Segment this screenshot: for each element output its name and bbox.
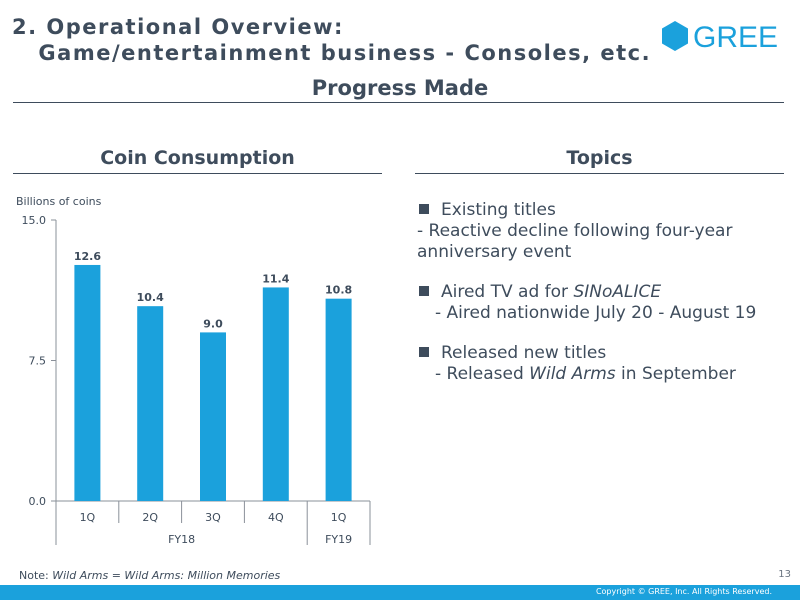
chart-unit-label: Billions of coins — [16, 195, 102, 208]
copyright-text: Copyright © GREE, Inc. All Rights Reserv… — [595, 587, 772, 596]
bar-value-label: 9.0 — [203, 317, 223, 330]
x-group-label: FY18 — [168, 533, 195, 546]
square-bullet-icon — [419, 347, 429, 357]
y-tick-label: 7.5 — [29, 355, 47, 368]
wild-arms-title: Wild Arms — [529, 364, 616, 384]
bar-value-label: 10.4 — [137, 291, 164, 304]
slide-title: 2. Operational Overview: Game/entertainm… — [12, 14, 651, 66]
topic-detail: - Reactive decline following four-year a… — [417, 221, 733, 262]
x-category-label: 1Q — [331, 511, 347, 524]
coin-consumption-chart: 0.0 7.5 15.0 12.6 1Q 10.4 2Q 9.0 3Q 11.4 4Q 10.8 1Q F… — [22, 214, 371, 546]
slide-title-line1: 2. Operational Overview: — [12, 15, 344, 39]
topic-detail-suffix: in September — [615, 364, 736, 384]
x-category-label: 3Q — [205, 511, 221, 524]
topic-title: Aired TV ad for — [441, 282, 574, 302]
sinoalice-title: SINoALICE — [573, 282, 662, 302]
square-bullet-icon — [419, 286, 429, 296]
footnote: Note: Wild Arms = Wild Arms: Million Mem… — [19, 569, 280, 582]
topic-released-new-titles: Released new titles - Released Wild Arms… — [417, 343, 787, 385]
footnote-italic: Wild Arms = Wild Arms: Million Memories — [52, 569, 281, 582]
header-divider — [13, 102, 784, 103]
topics-list: Existing titles - Reactive decline follo… — [417, 200, 787, 404]
bar-4q-3 — [262, 287, 289, 501]
bar-value-label: 12.6 — [74, 250, 101, 263]
gree-logo-text: GREE — [693, 21, 778, 52]
bar-2q-1 — [137, 306, 164, 501]
gree-logo: GREE — [662, 21, 778, 52]
bar-value-label: 10.8 — [325, 284, 352, 297]
topic-detail: - Released Wild Arms in September — [417, 364, 787, 385]
page-number: 13 — [778, 569, 791, 580]
progress-made-heading: Progress Made — [311, 76, 489, 100]
gree-logo-hexagon-icon — [662, 21, 688, 51]
footnote-prefix: Note: — [19, 569, 53, 582]
bar-value-label: 11.4 — [262, 272, 289, 285]
coin-consumption-divider — [13, 173, 382, 174]
topic-detail: - Aired nationwide July 20 - August 19 — [435, 303, 757, 323]
coin-consumption-heading: Coin Consumption — [100, 147, 295, 169]
y-tick-label: 0.0 — [29, 495, 47, 508]
bar-1q-4 — [325, 298, 352, 501]
topic-aired-tv-ad: Aired TV ad for SINoALICE - Aired nation… — [417, 282, 787, 324]
topics-divider — [415, 173, 784, 174]
x-category-label: 4Q — [268, 511, 284, 524]
topic-title: Existing titles — [441, 200, 556, 220]
bar-3q-2 — [200, 332, 226, 501]
slide-title-line2: Game/entertainment business - Consoles, … — [12, 41, 652, 65]
bar-1q-0 — [74, 264, 101, 501]
x-group-label: FY19 — [325, 533, 352, 546]
topics-heading: Topics — [566, 147, 633, 169]
x-category-label: 2Q — [142, 511, 158, 524]
footer-bar: Copyright © GREE, Inc. All Rights Reserv… — [0, 585, 800, 600]
topic-existing-titles: Existing titles - Reactive decline follo… — [417, 200, 787, 263]
square-bullet-icon — [419, 204, 429, 214]
y-tick-label: 15.0 — [22, 214, 47, 227]
x-category-label: 1Q — [80, 511, 96, 524]
topic-detail-prefix: - Released — [435, 364, 530, 384]
topic-title: Released new titles — [441, 343, 607, 363]
